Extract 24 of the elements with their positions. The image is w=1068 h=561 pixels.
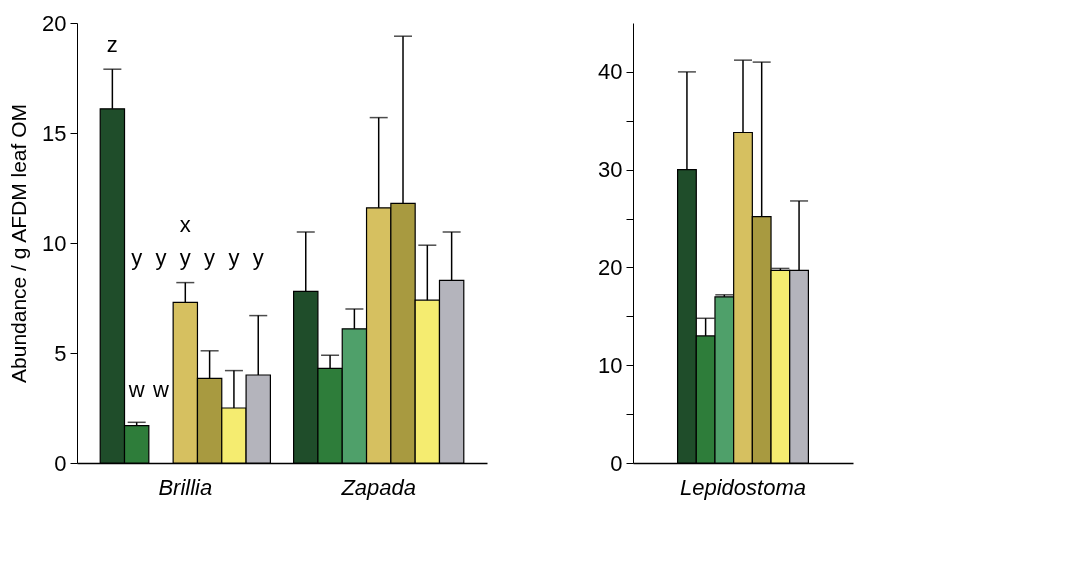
x-tick-label: Lepidostoma [680, 474, 806, 500]
y-tick-label: 10 [598, 352, 623, 378]
y-axis-title: Abundance / g AFDM leaf OM [7, 104, 31, 383]
y-tick-label: 40 [598, 59, 623, 85]
annotation: w [152, 377, 170, 402]
annotation: y [131, 245, 143, 270]
x-tick-label: Brillia [158, 474, 213, 500]
annotation: y [228, 245, 240, 270]
annotation: y [252, 245, 264, 270]
y-tick-label: 20 [42, 10, 67, 36]
y-tick-label: 0 [610, 450, 623, 476]
annotation: x [179, 212, 191, 237]
annotation: w [127, 377, 145, 402]
annotation: y [179, 245, 191, 270]
annotation: y [155, 245, 167, 270]
y-tick-label: 5 [54, 340, 67, 366]
y-tick-label: 10 [42, 230, 67, 256]
y-tick-label: 20 [598, 254, 623, 280]
annotation: z [106, 32, 118, 57]
annotation: y [204, 245, 216, 270]
y-tick-label: 0 [54, 450, 67, 476]
y-tick-label: 15 [42, 120, 67, 146]
y-tick-label: 30 [598, 157, 623, 183]
x-tick-label: Zapada [340, 474, 417, 500]
